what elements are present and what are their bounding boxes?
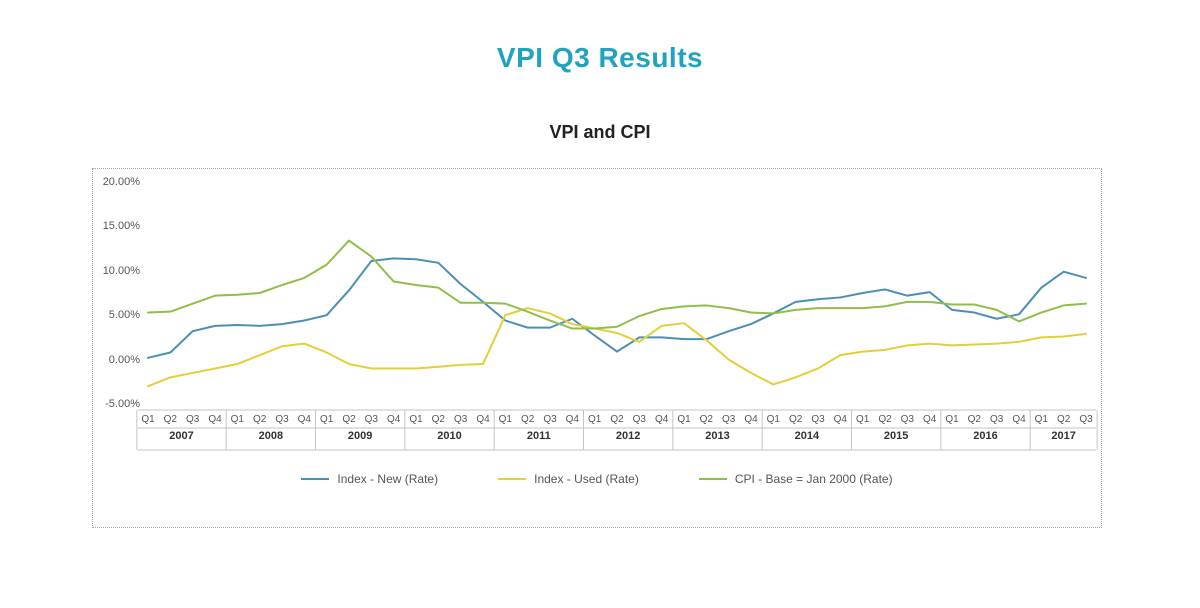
x-tick-label: Q3: [543, 414, 556, 425]
legend-item: CPI - Base = Jan 2000 (Rate): [699, 472, 893, 486]
x-tick-label: Q3: [722, 414, 735, 425]
x-tick-label: Q3: [454, 414, 467, 425]
legend-item: Index - New (Rate): [301, 472, 438, 486]
x-tick-label: Q1: [767, 414, 780, 425]
legend-swatch: [498, 478, 526, 480]
x-tick-label: Q4: [387, 414, 400, 425]
x-tick-label: Q4: [834, 414, 847, 425]
x-tick-label: Q3: [811, 414, 824, 425]
x-tick-label: Q3: [901, 414, 914, 425]
legend-swatch: [301, 478, 329, 480]
x-year-label: 2012: [616, 430, 640, 442]
x-tick-label: Q3: [365, 414, 378, 425]
legend-label: CPI - Base = Jan 2000 (Rate): [735, 472, 893, 486]
x-year-label: 2016: [973, 430, 997, 442]
x-tick-label: Q4: [744, 414, 757, 425]
x-tick-label: Q3: [990, 414, 1003, 425]
x-tick-label: Q1: [499, 414, 512, 425]
x-tick-label: Q2: [1057, 414, 1070, 425]
x-tick-label: Q3: [275, 414, 288, 425]
series-line: [148, 241, 1086, 329]
x-year-label: 2011: [527, 430, 551, 442]
x-tick-label: Q1: [320, 414, 333, 425]
x-tick-label: Q2: [878, 414, 891, 425]
legend-item: Index - Used (Rate): [498, 472, 639, 486]
x-tick-label: Q2: [253, 414, 266, 425]
x-tick-label: Q4: [298, 414, 311, 425]
legend-swatch: [699, 478, 727, 480]
x-year-label: 2014: [795, 430, 819, 442]
x-year-label: 2008: [259, 430, 283, 442]
x-year-label: 2015: [884, 430, 908, 442]
x-tick-label: Q1: [1035, 414, 1048, 425]
x-year-label: 2017: [1051, 430, 1075, 442]
x-tick-label: Q2: [521, 414, 534, 425]
x-tick-label: Q2: [700, 414, 713, 425]
x-tick-label: Q4: [476, 414, 489, 425]
x-tick-label: Q3: [1079, 414, 1092, 425]
x-tick-label: Q4: [566, 414, 579, 425]
legend-label: Index - New (Rate): [337, 472, 438, 486]
x-tick-label: Q2: [789, 414, 802, 425]
x-tick-label: Q2: [164, 414, 177, 425]
x-tick-label: Q1: [945, 414, 958, 425]
y-tick-label: 10.00%: [90, 265, 140, 277]
x-tick-label: Q3: [633, 414, 646, 425]
x-tick-label: Q4: [655, 414, 668, 425]
x-tick-label: Q1: [141, 414, 154, 425]
page-root: VPI Q3 Results VPI and CPI -5.00%0.00%5.…: [0, 0, 1200, 608]
x-year-label: 2007: [169, 430, 193, 442]
x-tick-label: Q2: [432, 414, 445, 425]
x-year-label: 2013: [705, 430, 729, 442]
series-line: [148, 308, 1086, 386]
x-tick-label: Q2: [610, 414, 623, 425]
line-chart: [0, 0, 1200, 608]
series-line: [148, 258, 1086, 357]
x-tick-label: Q1: [856, 414, 869, 425]
x-year-label: 2009: [348, 430, 372, 442]
y-tick-label: 0.00%: [90, 354, 140, 366]
y-tick-label: -5.00%: [90, 398, 140, 410]
x-tick-label: Q1: [588, 414, 601, 425]
x-tick-label: Q2: [342, 414, 355, 425]
y-tick-label: 15.00%: [90, 220, 140, 232]
y-tick-label: 5.00%: [90, 309, 140, 321]
legend: Index - New (Rate) Index - Used (Rate) CPI…: [92, 472, 1102, 486]
x-year-label: 2010: [437, 430, 461, 442]
x-tick-label: Q2: [968, 414, 981, 425]
legend-label: Index - Used (Rate): [534, 472, 639, 486]
x-tick-label: Q1: [677, 414, 690, 425]
x-tick-label: Q4: [1012, 414, 1025, 425]
x-tick-label: Q3: [186, 414, 199, 425]
x-tick-label: Q4: [208, 414, 221, 425]
x-tick-label: Q1: [409, 414, 422, 425]
x-tick-label: Q1: [231, 414, 244, 425]
x-tick-label: Q4: [923, 414, 936, 425]
y-tick-label: 20.00%: [90, 176, 140, 188]
